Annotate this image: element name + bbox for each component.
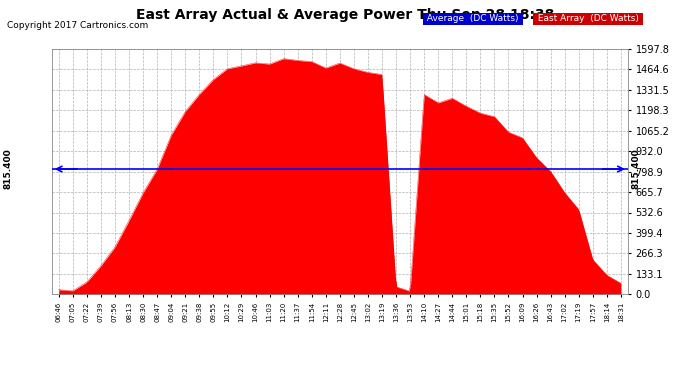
Text: East Array  (DC Watts): East Array (DC Watts)	[535, 14, 642, 23]
Text: Average  (DC Watts): Average (DC Watts)	[424, 14, 522, 23]
Text: Copyright 2017 Cartronics.com: Copyright 2017 Cartronics.com	[7, 21, 148, 30]
Text: 815.400: 815.400	[3, 148, 13, 189]
Text: 815.400: 815.400	[631, 148, 641, 189]
Text: East Array Actual & Average Power Thu Sep 28 18:38: East Array Actual & Average Power Thu Se…	[136, 8, 554, 22]
